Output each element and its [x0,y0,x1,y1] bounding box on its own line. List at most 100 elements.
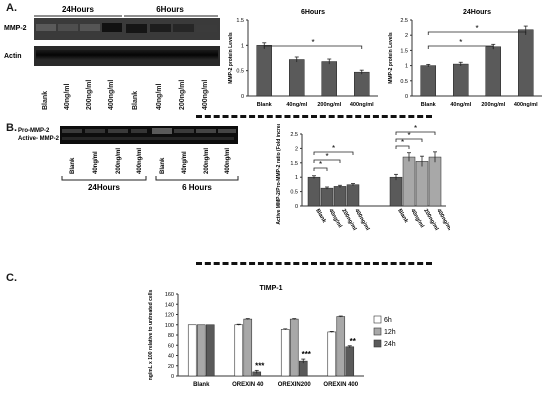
chart-c-timp1: TIMP-1 0 20 40 60 80 100 120 140 160 ng/mL x 100 r… [148,285,396,388]
x-tick-label: 200ng/ml [317,102,341,108]
x-tick-label: 400ng/ml [514,102,538,108]
blot-a-lane-label: 400ng/ml [202,79,209,110]
bar [420,65,436,97]
significance-bracket [427,45,494,49]
y-tick-label: 1.5 [290,161,298,167]
legend-swatch [373,327,382,336]
blot-a-lane-labels: Blank 40ng/ml 200ng/ml 400ng/ml Blank 40ng/ml… [0,0,230,120]
y-tick-label: 120 [165,313,174,319]
legend-label: 12h [384,329,396,336]
x-tick-label: 40ng/ml [286,102,307,108]
y-tick-label: 0 [405,94,408,100]
blot-a-row-mmp2: MMP-2 [4,25,27,32]
significance-label: * [475,24,478,33]
y-axis-label: MMP-2 protein Levels [388,32,394,84]
chart-title: 24Hours [463,9,491,16]
blot-b-lane-label: 40ng/ml [182,151,188,174]
chart-title: TIMP-1 [260,285,283,292]
western-blot-b: Pro-MMP-2 Active- MMP-2 24Hours 6 Hours … [18,126,239,192]
bar [345,346,355,377]
chart-a-24hours: 24Hours 0 0.5 1 1.5 2 2.5 MMP-2 protein Levels B… [388,9,542,108]
y-tick-label: 140 [165,302,174,308]
significance-label: * [311,38,314,47]
bar [518,29,534,97]
bar [485,46,501,97]
y-tick-label: 0.5 [236,69,244,75]
bar [187,324,197,377]
significance-label: * [407,131,410,140]
bar [402,156,416,207]
significance-bracket [263,45,363,49]
significance-label: * [325,152,328,161]
significance-bracket [395,131,436,135]
significance-bracket [427,31,527,35]
y-tick-label: 1.5 [236,18,244,24]
x-tick-label: Blank [257,102,273,108]
legend-swatch [373,339,382,348]
blot-a-lane-label: 400ng/ml [108,79,115,110]
x-tick-label: 200ng/ml [481,102,505,108]
legend-label: 24h [384,341,396,348]
y-tick-label: 0.5 [290,190,298,196]
y-tick-label: 2.5 [290,132,298,138]
x-tick-label: Blank [396,208,409,225]
bar [346,184,360,207]
separator-bc [196,262,432,265]
y-tick-label: 20 [168,364,174,370]
blot-a-row-actin: Actin [4,53,22,60]
chart-a-6hours: 6Hours 0 0.5 1 1.5 MMP-2 protein Levels Blank 4… [228,9,378,108]
y-tick-label: 60 [168,343,174,349]
significance-label: * [332,144,335,153]
blot-b-lane-label: 200ng/ml [116,148,122,174]
y-tick-label: 1 [241,43,244,49]
x-tick-label: Blank [193,382,210,388]
significance-bracket [395,145,410,149]
significance-label: * [414,124,417,133]
blot-b-row-active: Active- MMP-2 [18,136,60,142]
significance-label: * [459,38,462,47]
y-tick-label: 0 [241,94,244,100]
y-tick-label: 100 [165,323,174,329]
bar [243,318,253,377]
significance-label: * [401,138,404,147]
bar [234,324,244,377]
significance-bracket [313,167,328,171]
bar [428,156,442,207]
significance-bracket [395,138,423,142]
x-tick-label: OREXIN 40 [232,382,264,388]
bar [336,316,346,377]
y-tick-label: 1.5 [400,48,408,54]
legend-swatch [373,315,382,324]
y-tick-label: 0 [295,204,298,210]
legend-label: 6h [384,317,392,324]
panel-label-b: B. [6,122,17,134]
bar [320,187,334,207]
significance-label: ** [350,337,357,346]
x-tick-label: 400ng/ml [350,102,374,108]
bar [298,360,308,377]
blot-b-lane-label: 200ng/ml [204,148,210,174]
blot-a-group-6h: 6Hours [156,5,184,14]
y-axis-label: ng/mL x 100 relative to untreated cells [148,290,154,381]
blot-b-lane-label: 400ng/ml [225,148,231,174]
blot-b-membrane [60,126,238,144]
separator-ab [196,115,432,118]
bar [289,318,299,377]
blot-a-lane-label: Blank [132,90,139,110]
y-tick-label: 2 [295,146,298,152]
x-tick-label: Blank [314,208,327,225]
y-tick-label: 2 [405,33,408,39]
y-tick-label: 1 [405,64,408,70]
y-tick-label: 80 [168,333,174,339]
y-tick-label: 0 [171,374,174,380]
panel-label-c: C. [6,272,17,284]
x-tick-label: OREXIN200 [278,382,312,388]
bar [307,176,321,207]
bar [289,59,305,97]
panel-label-a: A. [6,2,17,14]
y-tick-label: 0.5 [400,79,408,85]
bar [321,61,337,97]
y-axis-label: MMP-2 protein Levels [228,32,234,84]
y-tick-label: 1 [295,175,298,181]
